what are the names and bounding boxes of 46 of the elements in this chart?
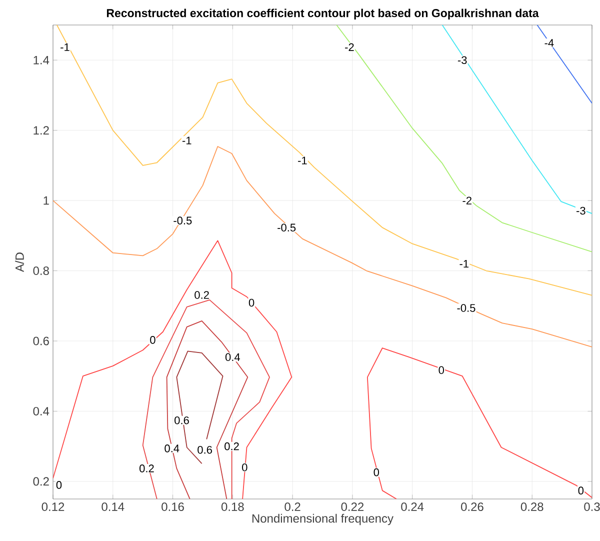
annotation: 0	[242, 464, 248, 472]
annotation: -4	[544, 39, 554, 47]
annotation: -1	[460, 260, 468, 268]
annotation: 0.2	[224, 442, 239, 450]
annotation: -0.5	[174, 216, 192, 224]
y-tick-label: 0.4	[33, 406, 50, 416]
x-tick-label: 0.12	[42, 502, 64, 512]
annotation: -2	[462, 196, 472, 204]
x-tick-label: 0.14	[102, 502, 124, 512]
annotation: 0	[374, 468, 380, 476]
y-tick-label: 0.2	[33, 477, 49, 486]
annotation: -0.5	[278, 224, 296, 232]
x-tick-label: 0.2	[284, 502, 300, 512]
annotation: -0.5	[457, 304, 476, 312]
annotation: 0	[150, 336, 156, 344]
y-tick-label: 1.2	[34, 126, 49, 135]
annotation: 0.2	[194, 291, 209, 299]
annotation: -3	[458, 56, 467, 64]
chart-title: Reconstructed excitation coefficient contour plot based on Gopalkrishnan data	[106, 8, 539, 20]
annotation: 0.6	[198, 446, 212, 454]
x-tick-label: 0.24	[401, 502, 424, 512]
y-axis-title: A/D	[15, 252, 24, 272]
annotation: -1	[182, 136, 192, 144]
x-tick-label: 0.16	[162, 502, 184, 512]
y-tick-label: 0.6	[33, 336, 49, 346]
y-tick-label: 0.8	[33, 266, 49, 276]
x-tick-label: 0.26	[461, 502, 484, 512]
annotation: 0	[578, 486, 584, 494]
annotation: 0.4	[164, 444, 180, 452]
x-axis-title: Nondimensional frequency	[252, 514, 394, 526]
annotation: -1	[298, 156, 307, 164]
y-tick-label: 1	[44, 196, 49, 205]
annotation: 0	[438, 366, 444, 374]
annotation: 0.6	[174, 416, 189, 424]
x-tick-label: 0.18	[221, 502, 244, 512]
x-tick-label: 0.22	[341, 502, 364, 512]
x-tick-label: 0.28	[520, 502, 544, 512]
annotation: 0	[56, 481, 62, 489]
annotation: -3	[576, 206, 586, 215]
x-tick-label: 0.3	[584, 502, 600, 512]
annotation: 0.4	[225, 353, 240, 362]
annotation: 0	[248, 298, 254, 307]
annotation: 0.2	[140, 464, 154, 472]
y-tick-label: 1.4	[34, 56, 50, 64]
annotation: -2	[345, 43, 354, 51]
annotation: -1	[60, 43, 70, 51]
